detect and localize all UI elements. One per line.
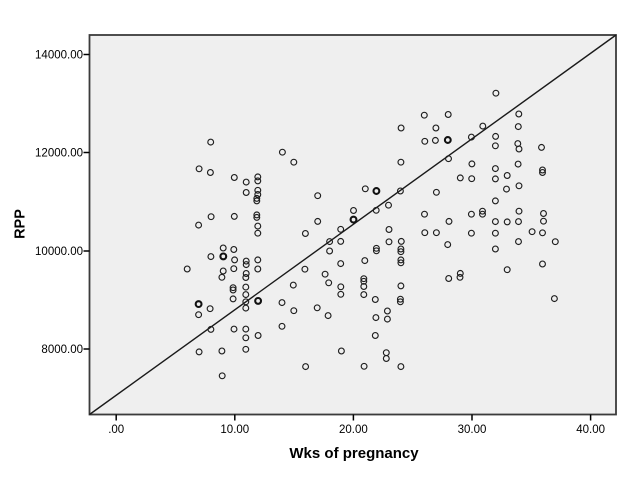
svg-text:30.00: 30.00 — [458, 424, 487, 436]
svg-text:10.00: 10.00 — [220, 424, 249, 436]
svg-text:12000.00: 12000.00 — [35, 148, 83, 160]
svg-text:RPP: RPP — [13, 209, 29, 239]
svg-text:20.00: 20.00 — [339, 424, 368, 436]
svg-text:40.00: 40.00 — [576, 424, 605, 436]
svg-text:Wks of pregnancy: Wks of pregnancy — [289, 445, 419, 462]
svg-text:10000.00: 10000.00 — [35, 246, 83, 258]
svg-text:8000.00: 8000.00 — [41, 344, 83, 356]
svg-text:14000.00: 14000.00 — [35, 50, 83, 62]
svg-text:.00: .00 — [108, 424, 124, 436]
